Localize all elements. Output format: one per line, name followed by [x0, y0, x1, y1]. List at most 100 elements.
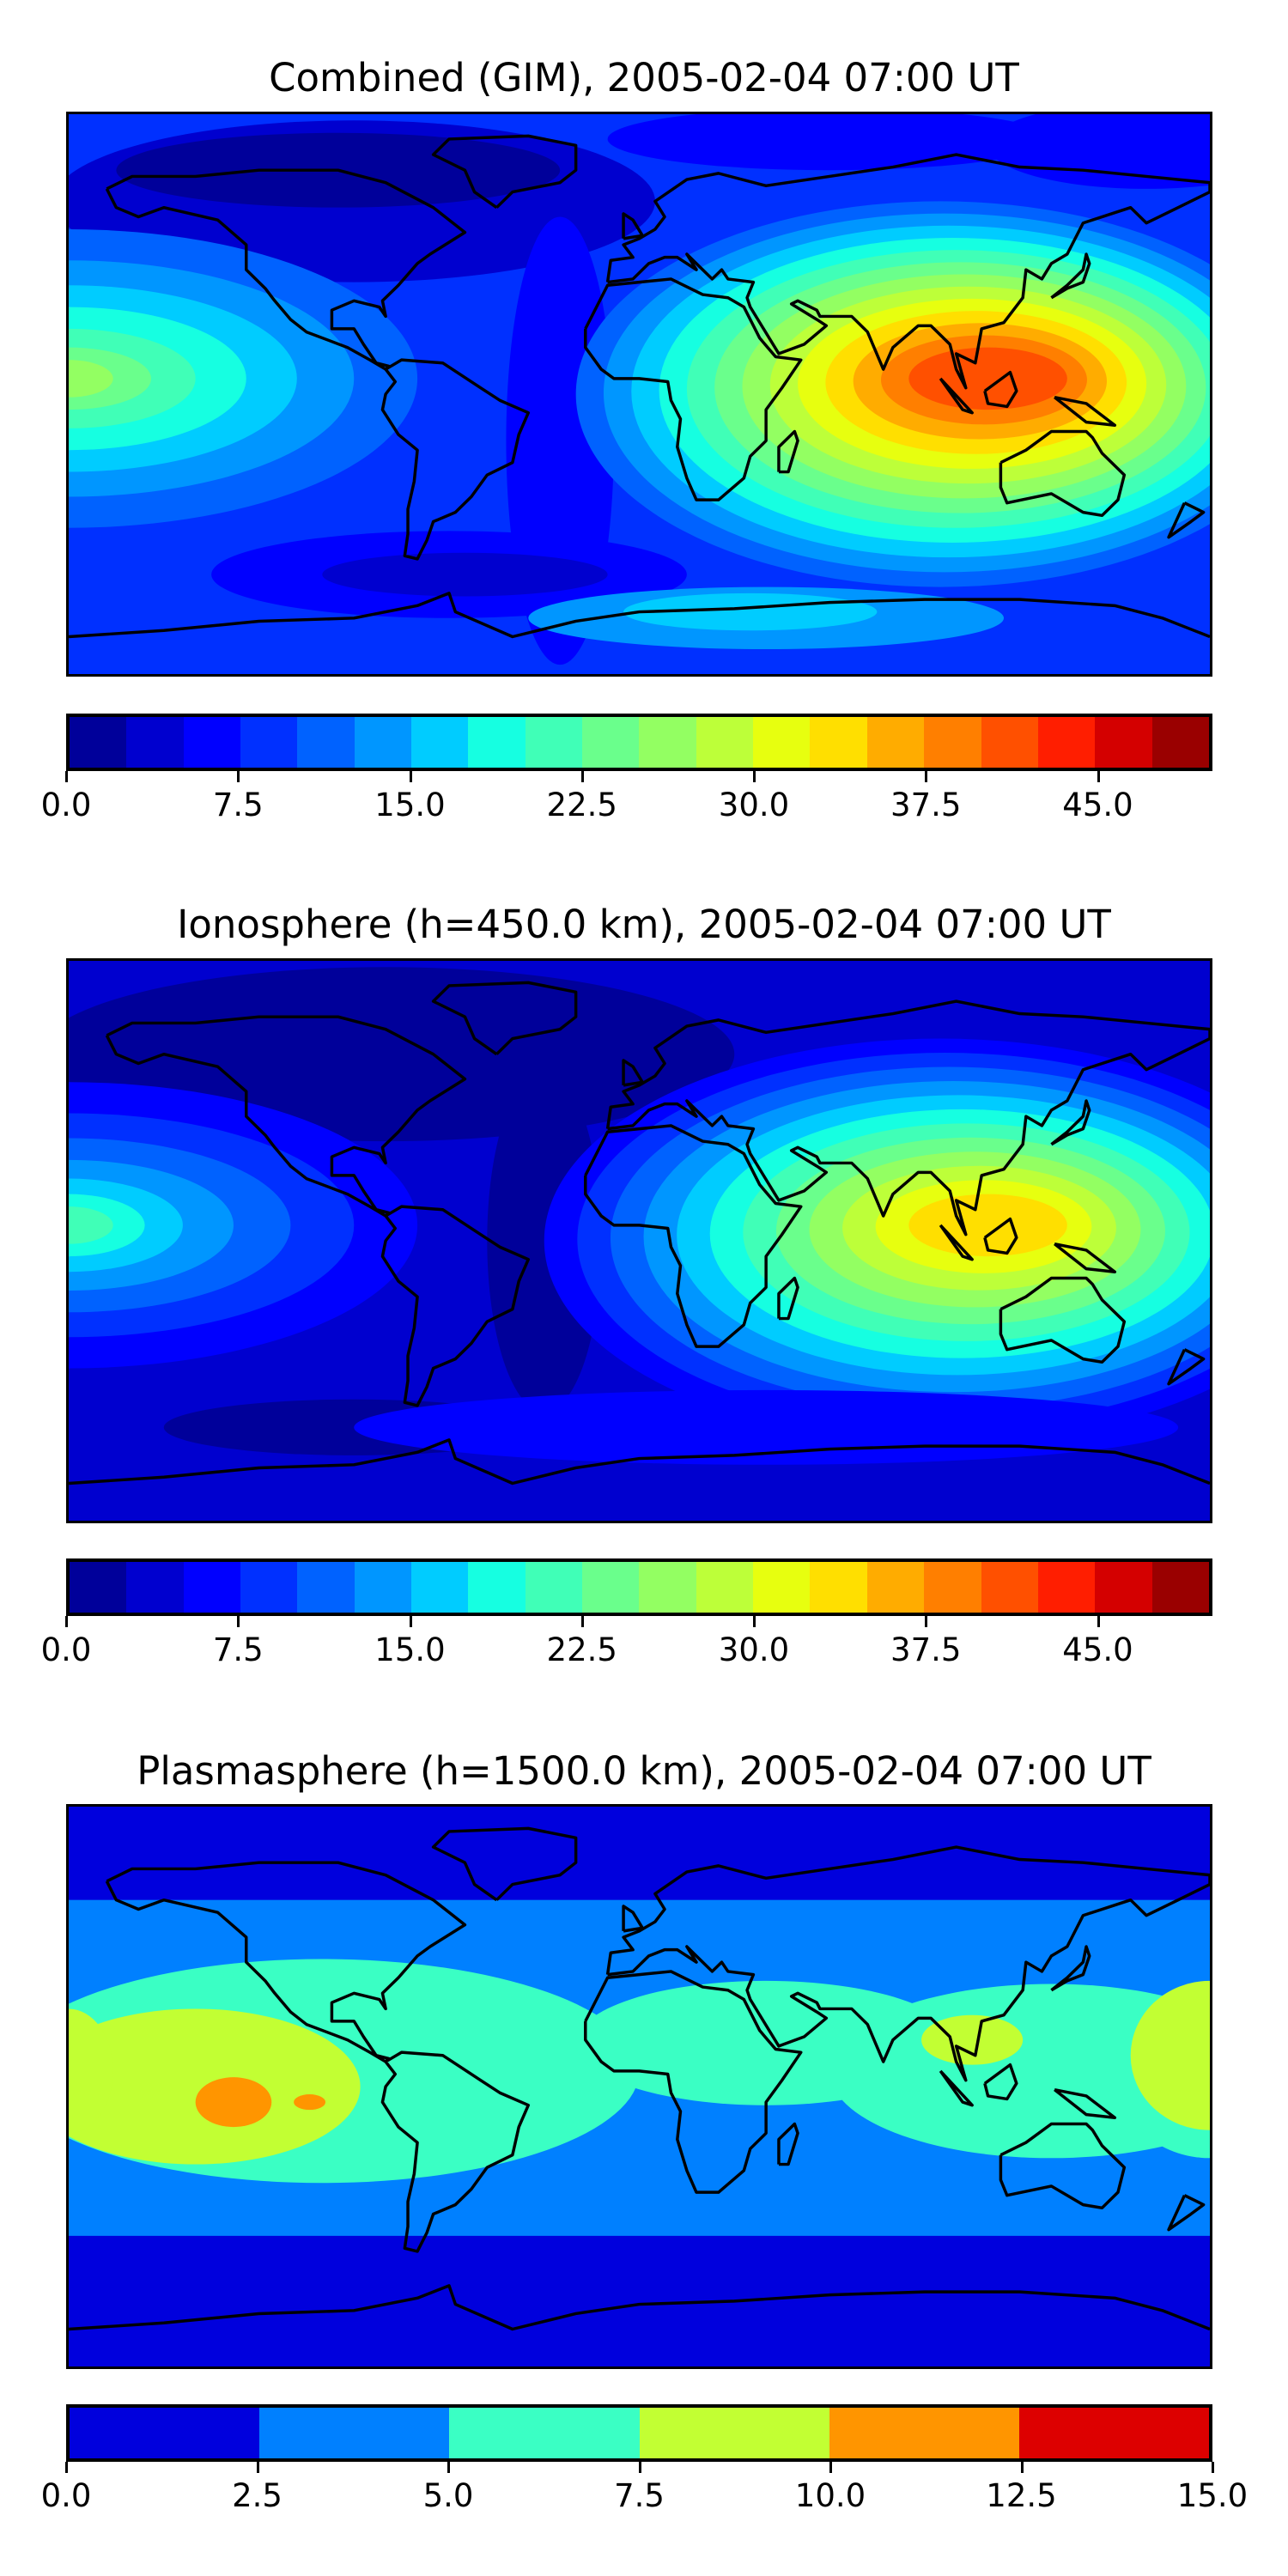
- coastline-madagascar: [777, 1276, 799, 1321]
- colorbar-tick: [753, 1616, 756, 1627]
- contour-level-8: [69, 1206, 113, 1244]
- colorbar-level-0: [70, 1562, 127, 1613]
- colorbar-tick-label: 15.0: [374, 787, 446, 823]
- colorbar-tick-label: 10.0: [794, 2477, 866, 2514]
- coastline-eurasia: [605, 999, 1210, 1236]
- panel-1-map: [66, 112, 1212, 677]
- colorbar-level-6: [411, 717, 469, 768]
- colorbar-tick: [753, 771, 756, 782]
- contour-level-3: [921, 2014, 1024, 2065]
- coastline-new-zealand: [1167, 2194, 1206, 2232]
- panel-1-colorbar-ticks: 0.0 7.5 15.0 22.5 30.0 37.5 45.0: [41, 771, 1212, 831]
- panel-2-map: [66, 958, 1212, 1523]
- colorbar-level-4: [297, 1562, 355, 1613]
- panel-1-title: Combined (GIM), 2005-02-04 07:00 UT: [269, 55, 1019, 100]
- coastline-greenland: [431, 981, 578, 1056]
- colorbar-level-3: [240, 1562, 298, 1613]
- coastline-australia: [999, 1276, 1127, 1364]
- panel-3-map-plot: [69, 1807, 1210, 2366]
- colorbar-level-2: [183, 1562, 241, 1613]
- panel-1-map-plot: [69, 114, 1210, 674]
- contour-level-3: [69, 2008, 113, 2134]
- coastline-borneo: [983, 1217, 1018, 1255]
- coastline-sumatra: [939, 1224, 974, 1261]
- colorbar-tick: [925, 1616, 928, 1627]
- colorbar-tick-label: 37.5: [890, 1631, 962, 1668]
- colorbar-tick: [237, 1616, 240, 1627]
- colorbar-level-2: [183, 717, 241, 768]
- contour-level-3: [1130, 1980, 1210, 2130]
- colorbar-level-9: [582, 717, 640, 768]
- colorbar-level-12: [753, 1562, 811, 1613]
- coastline-australia: [999, 429, 1127, 518]
- colorbar-tick: [65, 771, 68, 782]
- contour-level-13: [908, 1194, 1067, 1257]
- colorbar-tick-label: 45.0: [1062, 1631, 1133, 1668]
- colorbar-tick-label: 30.0: [718, 1631, 790, 1668]
- coastline-sumatra: [939, 2069, 974, 2107]
- panel-3-colorbar-ticks: 0.0 2.5 5.0 7.5 10.0 12.5 15.0: [41, 2462, 1248, 2522]
- coastline-japan: [1050, 252, 1091, 300]
- coastline-new-guinea: [1054, 395, 1117, 428]
- contour-level-4: [294, 2094, 326, 2111]
- colorbar-level-14: [866, 1562, 925, 1613]
- contour-level-2: [829, 1984, 1210, 2159]
- colorbar-level-3: [639, 2408, 829, 2458]
- coastline-great-britain: [622, 212, 644, 240]
- colorbar-level-10: [639, 717, 696, 768]
- colorbar-tick-label: 45.0: [1062, 787, 1133, 823]
- colorbar-tick: [1097, 1616, 1100, 1627]
- colorbar-level-18: [1095, 717, 1152, 768]
- colorbar-tick: [580, 1616, 584, 1627]
- colorbar-tick-label: 0.0: [40, 2477, 92, 2514]
- colorbar-level-17: [1037, 1562, 1096, 1613]
- colorbar-level-16: [981, 717, 1038, 768]
- coastline-japan: [1050, 1945, 1091, 1992]
- colorbar-level-0: [70, 2408, 260, 2458]
- colorbar-level-10: [639, 1562, 696, 1613]
- colorbar-level-14: [866, 717, 925, 768]
- colorbar-tick-label: 30.0: [718, 787, 790, 823]
- coastline-north-america: [105, 1861, 467, 2063]
- colorbar-level-0: [70, 717, 127, 768]
- colorbar-level-7: [468, 717, 526, 768]
- colorbar-level-5: [354, 717, 412, 768]
- coastline-north-america: [105, 1015, 467, 1218]
- colorbar-tick: [638, 2462, 641, 2473]
- coastline-madagascar: [777, 2122, 799, 2166]
- panel-3-colorbar: [66, 2404, 1212, 2462]
- colorbar-tick: [829, 2462, 832, 2473]
- colorbar-level-4: [829, 2408, 1019, 2458]
- colorbar-level-11: [696, 1562, 754, 1613]
- colorbar-level-5: [354, 1562, 412, 1613]
- colorbar-tick: [1020, 2462, 1024, 2473]
- coastline-eurasia: [605, 1845, 1210, 2082]
- colorbar-tick-label: 37.5: [890, 787, 962, 823]
- colorbar-tick-label: 7.5: [614, 2477, 665, 2514]
- panel-2-colorbar-ticks: 0.0 7.5 15.0 22.5 30.0 37.5 45.0: [41, 1616, 1212, 1676]
- panel-3-title: Plasmasphere (h=1500.0 km), 2005-02-04 0…: [137, 1748, 1151, 1794]
- panel-3-map: [66, 1804, 1212, 2369]
- colorbar-level-19: [1151, 1562, 1209, 1613]
- contour-level-4: [195, 2077, 272, 2128]
- colorbar-level-1: [259, 2408, 450, 2458]
- colorbar-tick: [409, 771, 412, 782]
- coastline-south-america: [380, 358, 531, 561]
- colorbar-level-7: [468, 1562, 526, 1613]
- colorbar-tick: [1212, 2462, 1214, 2473]
- coastline-madagascar: [777, 429, 799, 474]
- colorbar-tick: [65, 2462, 68, 2473]
- contour-level-0: [487, 1069, 602, 1413]
- colorbar-level-11: [696, 717, 754, 768]
- colorbar-level-3: [240, 717, 298, 768]
- colorbar-tick: [447, 2462, 450, 2473]
- coastline-south-america: [380, 1205, 531, 1407]
- coastline-antarctica: [69, 592, 1210, 639]
- colorbar-tick-label: 7.5: [212, 787, 264, 823]
- colorbar-tick-label: 12.5: [986, 2477, 1057, 2514]
- colorbar-tick-label: 5.0: [422, 2477, 474, 2514]
- colorbar-tick-label: 0.0: [40, 787, 92, 823]
- colorbar-level-9: [582, 1562, 640, 1613]
- panel-2-colorbar: [66, 1558, 1212, 1616]
- panel-1-colorbar: [66, 714, 1212, 771]
